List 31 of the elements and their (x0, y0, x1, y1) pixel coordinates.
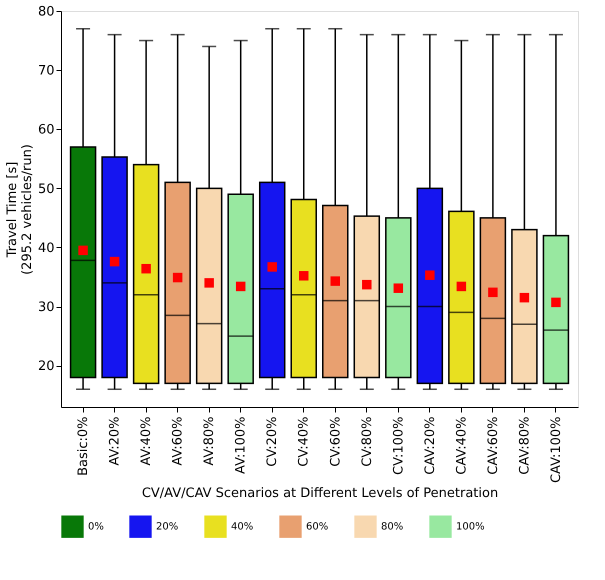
x-tick-label: CV:80% (360, 416, 375, 467)
x-tick-label: CV:100% (391, 416, 406, 475)
x-tick-label: CV:60% (328, 416, 344, 467)
x-tick-label: CAV:80% (517, 416, 532, 475)
y-tick-label: 40 (38, 240, 54, 256)
y-axis-title: Travel Time [s] (295.2 vehicles/run) (4, 144, 35, 275)
legend-label: 60% (306, 522, 328, 533)
x-tick-label: CAV:100% (548, 416, 564, 484)
legend-label: 20% (156, 522, 178, 533)
x-tick-label: AV:100% (234, 416, 249, 474)
legend-label: 40% (231, 522, 254, 533)
x-tick-label: CV:40% (296, 416, 312, 467)
x-tick-label: CAV:20% (422, 416, 438, 475)
x-tick-label: CAV:40% (454, 416, 470, 475)
x-tick-label: AV:20% (108, 416, 123, 466)
y-tick-label: 20 (38, 359, 54, 374)
x-tick-label: AV:80% (202, 416, 218, 466)
y-tick-label: 50 (38, 182, 54, 197)
x-tick-label: CV:20% (265, 416, 280, 467)
y-tick-label: 30 (38, 300, 54, 316)
y-tick-label: 80 (38, 4, 54, 20)
y-tick-label: 60 (38, 122, 54, 138)
x-axis-title: CV/AV/CAV Scenarios at Different Levels of Penetration (142, 486, 498, 502)
x-tick-label: AV:40% (139, 416, 154, 466)
x-tick-label: Basic:0% (76, 416, 92, 476)
x-tick-label: CAV:60% (486, 416, 501, 475)
x-tick-label: AV:60% (170, 416, 186, 466)
legend-label: 100% (456, 522, 485, 533)
legend-label: 0% (88, 522, 104, 533)
legend-label: 80% (381, 522, 404, 533)
y-tick-label: 70 (38, 64, 54, 79)
